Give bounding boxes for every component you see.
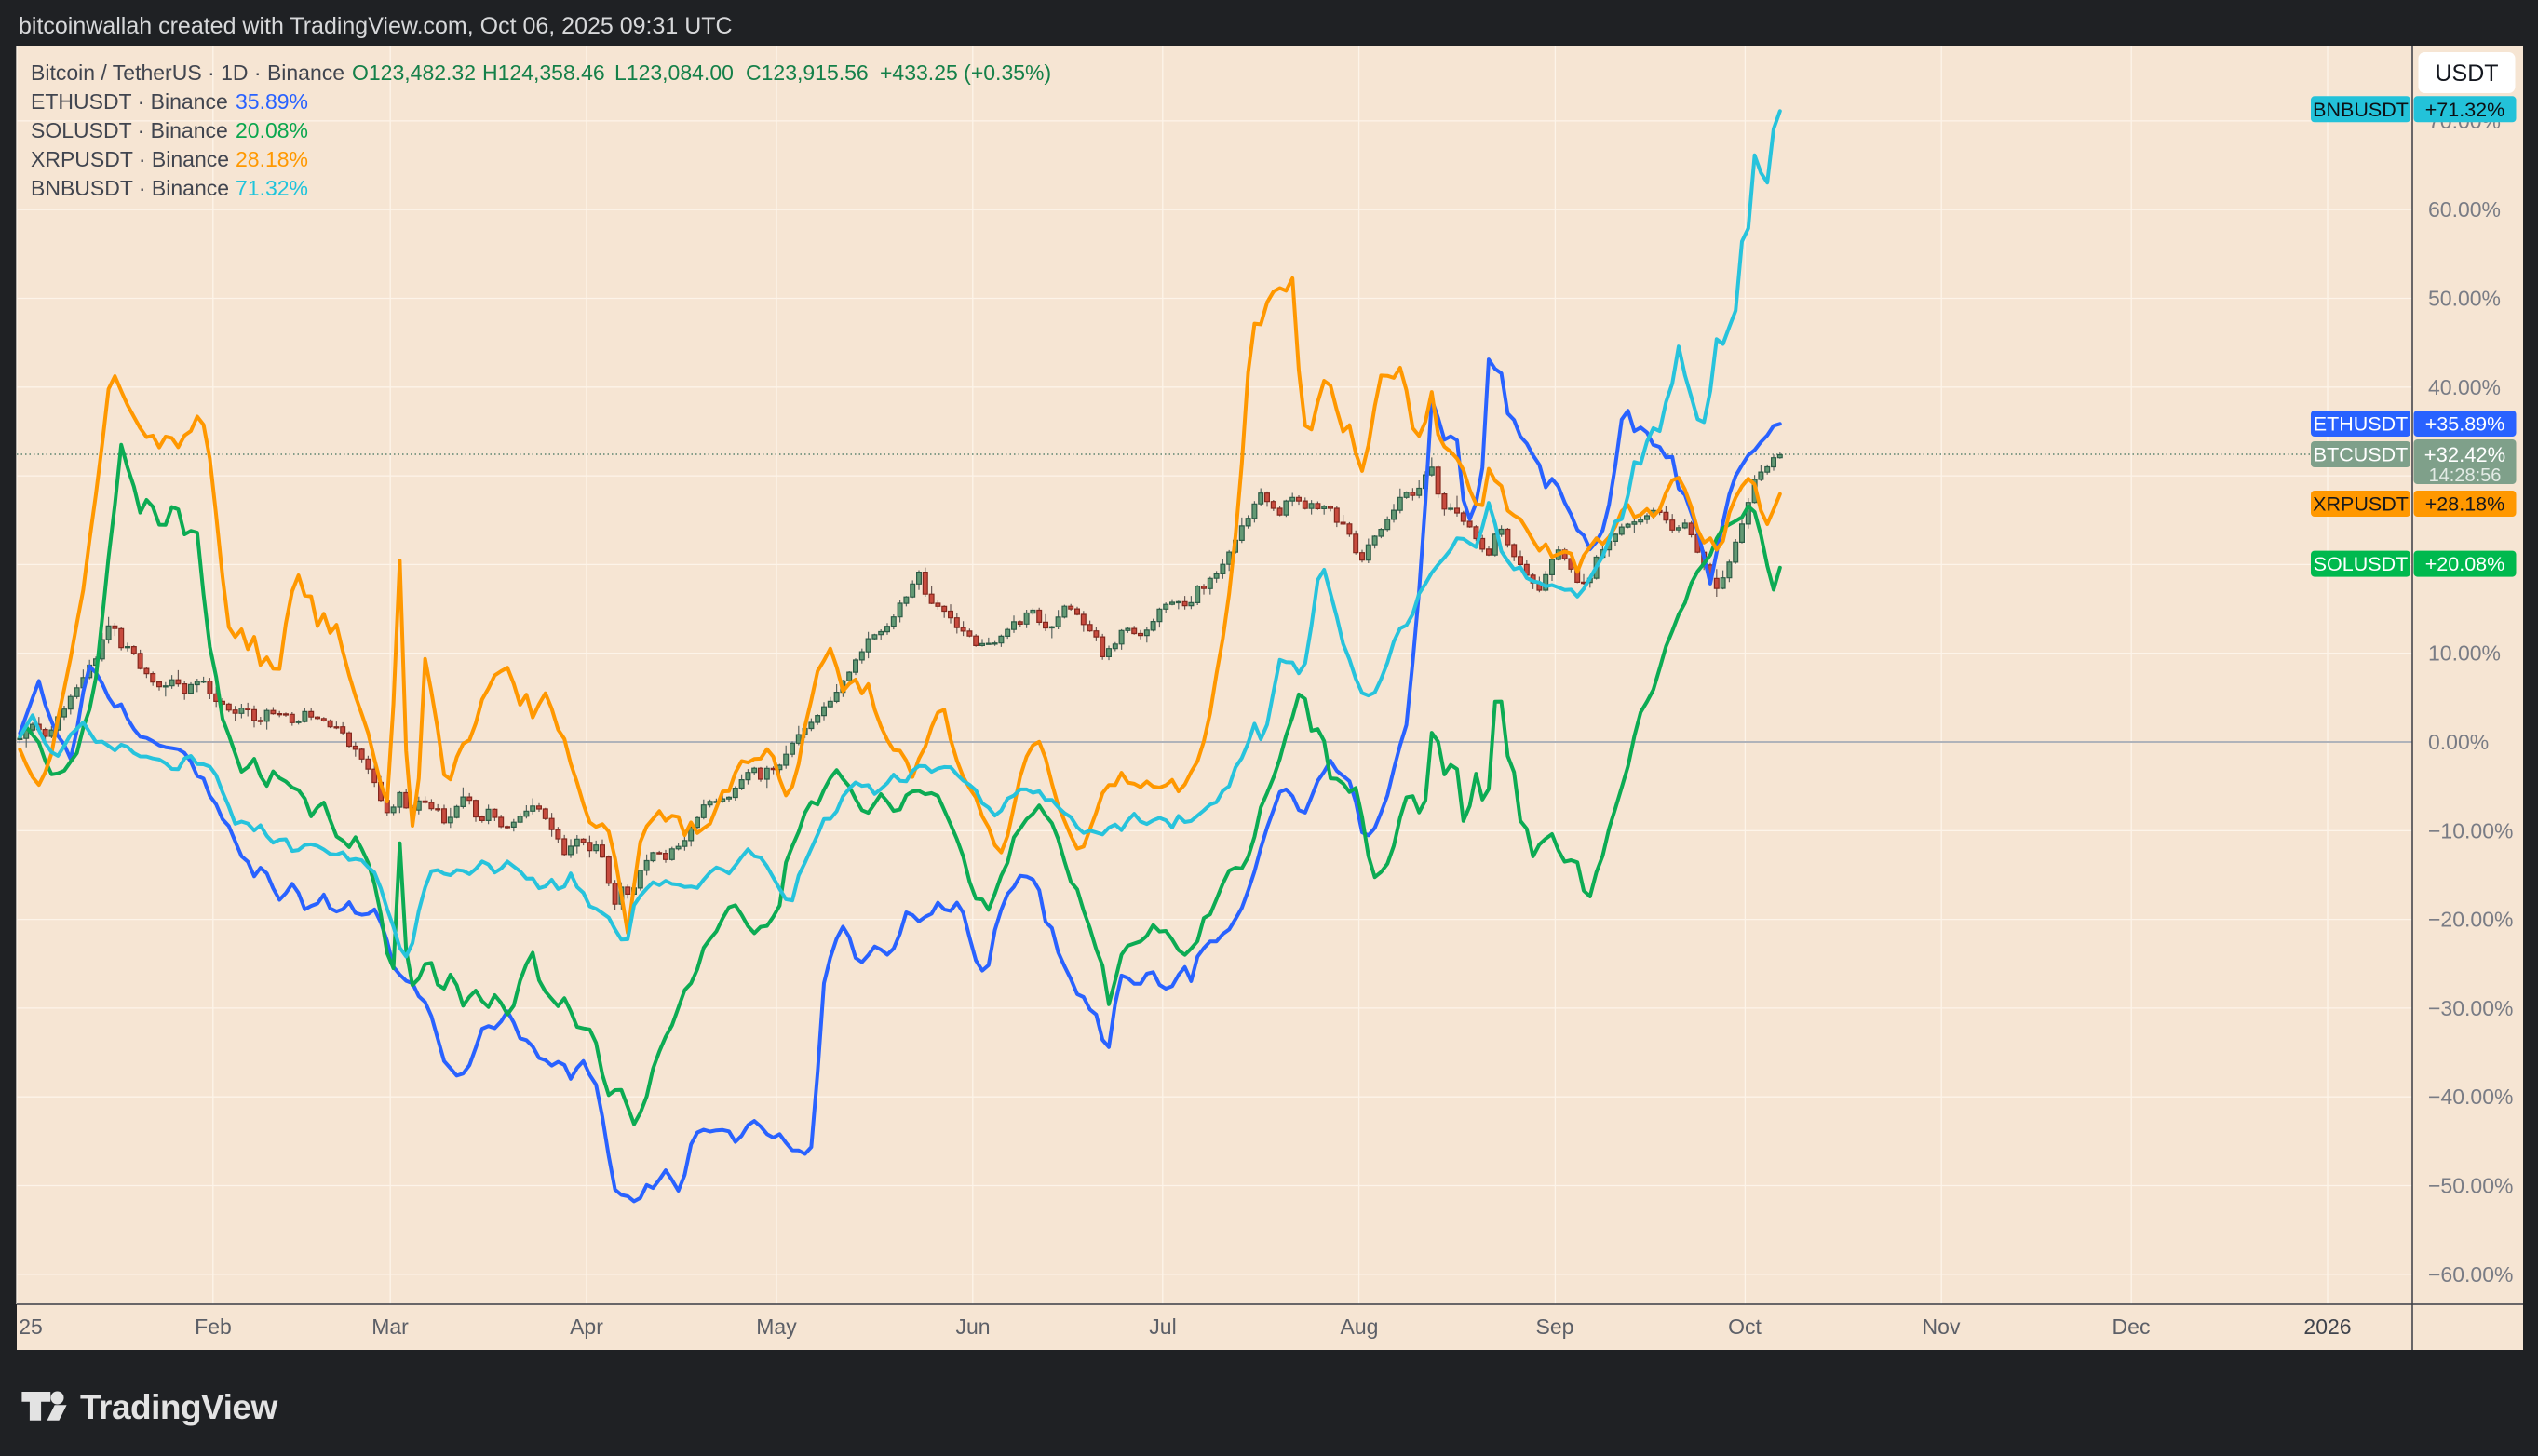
svg-text:Dec: Dec <box>2113 1314 2151 1339</box>
svg-text:10.00%: 10.00% <box>2428 641 2501 666</box>
svg-text:+28.18%: +28.18% <box>2425 493 2504 516</box>
svg-text:20.08%: 20.08% <box>236 118 308 142</box>
svg-text:Aug: Aug <box>1341 1314 1379 1339</box>
svg-text:BNBUSDT · Binance: BNBUSDT · Binance <box>31 176 229 200</box>
svg-text:TradingView: TradingView <box>80 1388 277 1426</box>
svg-text:+32.42%: +32.42% <box>2424 443 2505 466</box>
svg-text:SOLUSDT: SOLUSDT <box>2314 553 2409 575</box>
svg-text:60.00%: 60.00% <box>2428 197 2501 222</box>
svg-text:USDT: USDT <box>2435 61 2498 87</box>
svg-text:50.00%: 50.00% <box>2428 287 2501 311</box>
svg-text:May: May <box>756 1314 797 1339</box>
svg-text:71.32%: 71.32% <box>236 176 308 200</box>
svg-text:BNBUSDT: BNBUSDT <box>2313 99 2409 121</box>
svg-text:Sep: Sep <box>1536 1314 1574 1339</box>
svg-text:L123,084.00: L123,084.00 <box>614 61 734 85</box>
svg-text:40.00%: 40.00% <box>2428 375 2501 399</box>
svg-text:28.18%: 28.18% <box>236 147 308 171</box>
svg-text:−60.00%: −60.00% <box>2428 1262 2513 1287</box>
svg-text:ETHUSDT · Binance: ETHUSDT · Binance <box>31 89 228 114</box>
svg-text:14:28:56: 14:28:56 <box>2429 465 2502 486</box>
svg-text:Mar: Mar <box>371 1314 409 1339</box>
svg-text:+71.32%: +71.32% <box>2425 99 2504 121</box>
svg-text:2026: 2026 <box>2303 1314 2351 1339</box>
svg-text:0.00%: 0.00% <box>2428 730 2489 754</box>
svg-text:XRPUSDT: XRPUSDT <box>2313 493 2409 516</box>
svg-text:BTCUSDT: BTCUSDT <box>2314 444 2409 466</box>
svg-text:ETHUSDT: ETHUSDT <box>2314 413 2409 436</box>
svg-text:Jun: Jun <box>955 1314 990 1339</box>
svg-text:−30.00%: −30.00% <box>2428 996 2513 1020</box>
svg-text:−50.00%: −50.00% <box>2428 1174 2513 1198</box>
svg-text:Apr: Apr <box>570 1314 603 1339</box>
svg-text:+35.89%: +35.89% <box>2425 413 2504 436</box>
svg-text:+20.08%: +20.08% <box>2425 553 2504 575</box>
svg-text:−20.00%: −20.00% <box>2428 908 2513 932</box>
svg-text:Oct: Oct <box>1728 1314 1762 1339</box>
svg-text:C123,915.56: C123,915.56 <box>746 61 869 85</box>
svg-text:SOLUSDT · Binance: SOLUSDT · Binance <box>31 118 228 142</box>
svg-text:+433.25 (+0.35%): +433.25 (+0.35%) <box>880 61 1051 85</box>
svg-text:25: 25 <box>19 1314 43 1339</box>
svg-text:Nov: Nov <box>1923 1314 1961 1339</box>
svg-text:H124,358.46: H124,358.46 <box>482 61 605 85</box>
svg-text:Feb: Feb <box>195 1314 232 1339</box>
svg-text:Bitcoin / TetherUS · 1D · Bina: Bitcoin / TetherUS · 1D · Binance <box>31 61 344 85</box>
svg-text:−10.00%: −10.00% <box>2428 818 2513 843</box>
svg-text:O123,482.32: O123,482.32 <box>352 61 476 85</box>
svg-text:35.89%: 35.89% <box>236 89 308 114</box>
svg-text:−40.00%: −40.00% <box>2428 1085 2513 1109</box>
svg-text:XRPUSDT · Binance: XRPUSDT · Binance <box>31 147 229 171</box>
svg-text:bitcoinwallah created with Tra: bitcoinwallah created with TradingView.c… <box>19 13 733 39</box>
svg-text:Jul: Jul <box>1149 1314 1176 1339</box>
